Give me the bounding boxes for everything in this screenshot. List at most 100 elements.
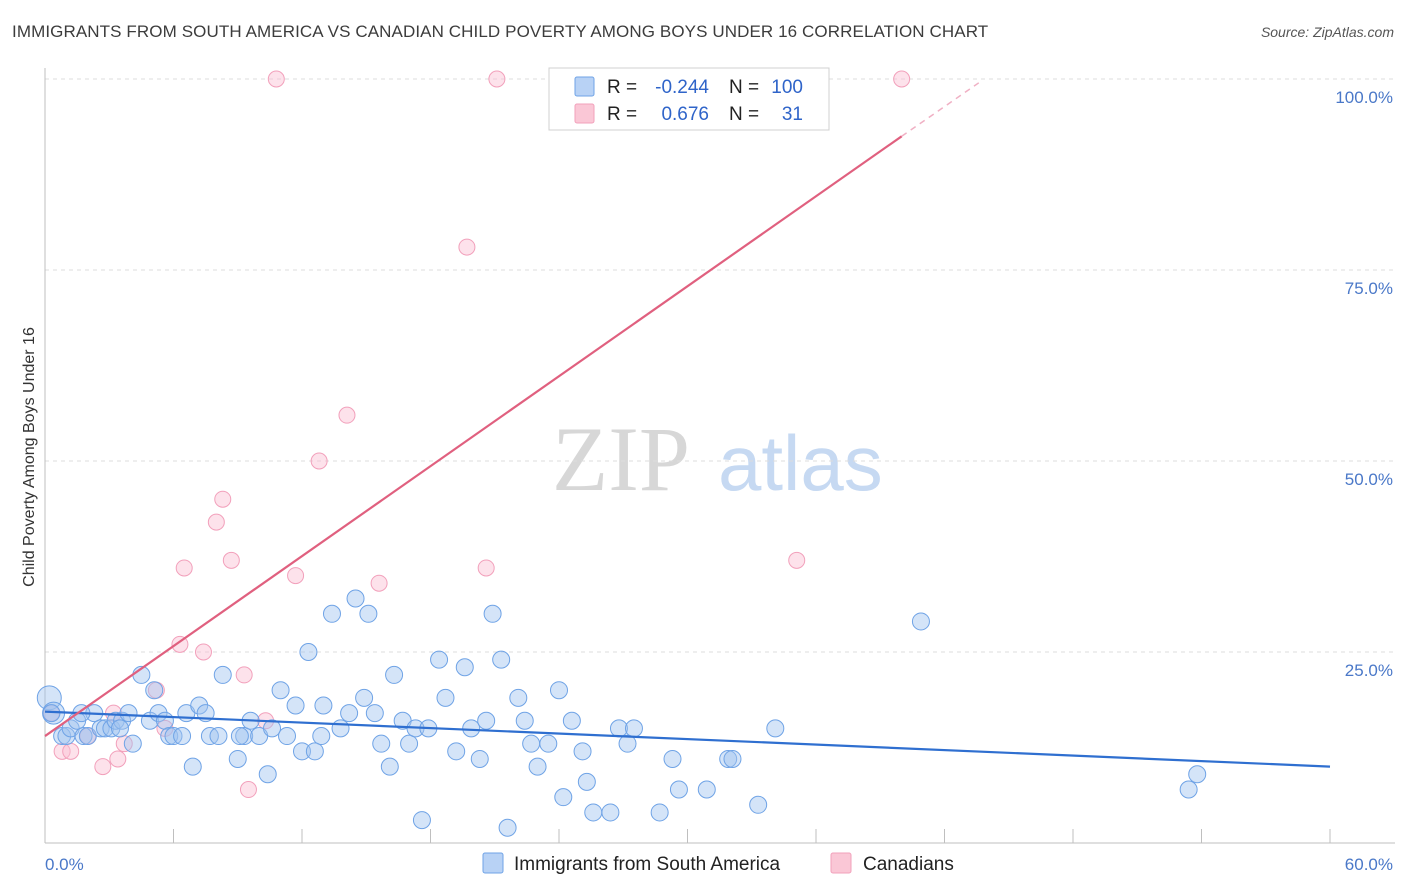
canadians-point	[788, 551, 806, 569]
south-america-point	[258, 765, 277, 784]
south-america-point	[91, 719, 110, 738]
legend-n-value-1: 100	[771, 77, 803, 98]
canadians-trend-line	[44, 135, 903, 737]
watermark-atlas: atlas	[718, 419, 883, 507]
south-america-point	[380, 757, 399, 776]
canadians-point	[171, 635, 189, 653]
south-america-point	[483, 604, 502, 623]
south-america-point	[601, 803, 620, 822]
x-tick-label-0: 0.0%	[45, 855, 84, 874]
y-tick-label-1: 50.0%	[1345, 470, 1393, 489]
south-america-point	[470, 749, 489, 768]
south-america-point	[263, 719, 282, 738]
south-america-point	[539, 734, 558, 753]
south-america-point	[113, 711, 132, 730]
canadians-point	[62, 742, 80, 760]
canadians-point	[175, 559, 193, 577]
south-america-point	[447, 742, 466, 761]
canadians-point	[310, 452, 328, 470]
canadians-point	[338, 406, 356, 424]
canadians-point	[488, 70, 506, 88]
legend: R = -0.244 N = 100 R = 0.676 N = 31	[548, 67, 830, 131]
south-america-point	[1179, 780, 1198, 799]
south-america-point	[573, 742, 592, 761]
south-america-point	[340, 704, 359, 723]
legend-n-value-2: 31	[782, 104, 803, 125]
canadians-point	[109, 750, 127, 768]
legend-box	[548, 67, 830, 131]
south-america-point	[697, 780, 716, 799]
south-america-point	[299, 643, 318, 661]
south-america-point	[209, 727, 228, 746]
trend-lines	[44, 82, 1331, 768]
canadians-point	[477, 559, 495, 577]
y-tick-label-2: 75.0%	[1345, 279, 1393, 298]
canadians-trend-extension	[901, 82, 980, 137]
canadians-point	[370, 574, 388, 592]
bottom-legend: Immigrants from South America Canadians	[482, 852, 954, 875]
south-america-point	[346, 589, 365, 608]
south-america-point	[36, 685, 62, 711]
south-america-point	[385, 665, 404, 684]
south-america-point	[650, 803, 669, 822]
south-america-point	[155, 711, 174, 730]
legend-swatch-blue	[574, 76, 595, 97]
legend-r-value-2: 0.676	[661, 104, 709, 125]
south-america-point	[74, 727, 93, 746]
south-america-point	[498, 818, 517, 837]
south-america-point	[723, 749, 742, 768]
south-america-point	[213, 665, 232, 684]
south-america-points	[36, 589, 1207, 837]
canadians-point	[235, 666, 253, 684]
south-america-point	[235, 727, 254, 746]
south-america-point	[365, 704, 384, 723]
south-america-point	[430, 650, 449, 669]
south-america-point	[173, 727, 192, 746]
y-tick-label-3: 100.0%	[1335, 88, 1393, 107]
south-america-point	[355, 688, 374, 707]
south-america-point	[515, 711, 534, 730]
canadians-point	[239, 781, 257, 799]
canadians-point	[893, 70, 911, 88]
canadians-point	[214, 490, 232, 508]
axes	[44, 68, 1395, 844]
south-america-point	[766, 719, 785, 738]
south-america-point	[322, 604, 341, 623]
south-america-point	[455, 658, 474, 677]
y-axis-label: Child Poverty Among Boys Under 16	[21, 327, 38, 587]
south-america-point	[509, 688, 528, 707]
south-america-point	[312, 727, 331, 746]
canadians-point	[267, 70, 285, 88]
south-america-point	[359, 604, 378, 623]
canadians-point	[94, 758, 112, 776]
south-america-point	[400, 734, 419, 753]
south-america-point	[550, 681, 568, 700]
south-america-point	[271, 681, 290, 700]
south-america-point	[183, 757, 202, 776]
south-america-point	[436, 688, 455, 707]
south-america-point	[609, 719, 628, 738]
south-america-point	[228, 749, 247, 768]
south-america-point	[293, 742, 311, 761]
tick-labels: 25.0% 50.0% 75.0% 100.0% 0.0% 60.0%	[45, 88, 1393, 874]
south-america-point	[331, 719, 350, 738]
grid-lines	[45, 78, 1395, 653]
south-america-point	[719, 749, 738, 768]
legend-r-value-1: -0.244	[655, 77, 709, 98]
south-america-point	[584, 803, 603, 822]
south-america-point	[554, 788, 573, 807]
legend-n-label-2: N =	[729, 104, 759, 125]
south-america-point	[522, 734, 541, 753]
south-america-point	[190, 696, 209, 715]
canadians-point	[194, 643, 212, 661]
south-america-point	[477, 711, 496, 730]
south-america-point	[1188, 765, 1207, 784]
legend-r-label-2: R =	[607, 104, 637, 125]
bottom-legend-label-blue: Immigrants from South America	[514, 854, 781, 875]
bottom-legend-label-pink: Canadians	[863, 854, 954, 875]
south-america-point	[624, 719, 643, 738]
legend-n-label-1: N =	[729, 77, 759, 98]
south-america-point	[110, 719, 129, 738]
south-america-point	[123, 734, 142, 753]
south-america-point	[669, 780, 688, 799]
